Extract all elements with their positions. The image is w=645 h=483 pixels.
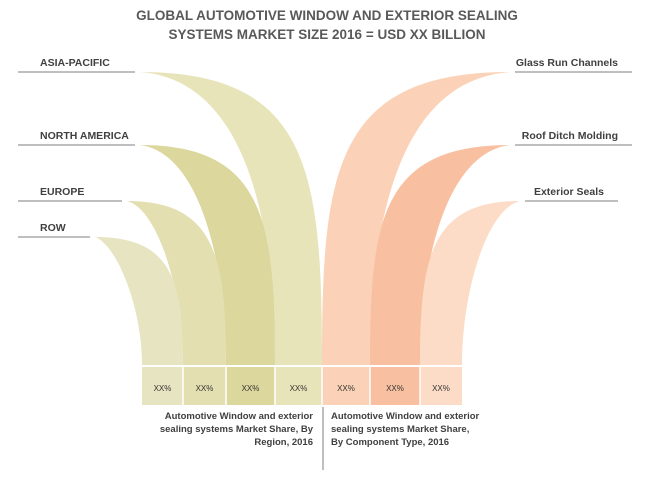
chart-title: GLOBAL AUTOMOTIVE WINDOW AND EXTERIOR SE… bbox=[136, 8, 518, 42]
component-caption-line-1: Automotive Window and exterior bbox=[331, 411, 480, 422]
region-band bbox=[140, 72, 322, 365]
region-label: ROW bbox=[40, 222, 66, 234]
region-value-cell bbox=[226, 367, 275, 405]
region-value-cell bbox=[183, 367, 226, 405]
component-value-cell bbox=[370, 367, 420, 405]
region-value-cell bbox=[275, 367, 322, 405]
region-label: NORTH AMERICA bbox=[40, 130, 129, 142]
region-caption-line-1: Automotive Window and exterior bbox=[165, 411, 314, 422]
region-caption: Automotive Window and exterior sealing s… bbox=[160, 411, 314, 448]
component-caption-line-3: By Component Type, 2016 bbox=[331, 437, 449, 448]
component-value-cell bbox=[322, 367, 370, 405]
component-label: Glass Run Channels bbox=[516, 57, 618, 69]
region-value-label: XX% bbox=[154, 384, 172, 393]
region-caption-line-3: Region, 2016 bbox=[254, 437, 313, 448]
chart-title-line-2: SYSTEMS MARKET SIZE 2016 = USD XX BILLIO… bbox=[169, 27, 486, 42]
chart-labels: ASIA-PACIFIC NORTH AMERICA EUROPE ROW Glass … bbox=[18, 57, 632, 393]
component-value-label: XX% bbox=[337, 384, 355, 393]
region-value-cell bbox=[142, 367, 183, 405]
region-value-label: XX% bbox=[196, 384, 214, 393]
region-caption-line-2: sealing systems Market Share, By bbox=[160, 424, 314, 435]
component-label: Roof Ditch Molding bbox=[522, 130, 618, 142]
component-band bbox=[370, 145, 510, 365]
component-caption: Automotive Window and exterior sealing s… bbox=[331, 411, 480, 448]
component-value-cell bbox=[420, 367, 462, 405]
component-value-label: XX% bbox=[386, 384, 404, 393]
region-label: EUROPE bbox=[40, 186, 84, 198]
region-label: ASIA-PACIFIC bbox=[40, 57, 110, 69]
component-label: Exterior Seals bbox=[534, 186, 604, 198]
component-band bbox=[322, 72, 510, 365]
region-band bbox=[95, 237, 183, 365]
region-band bbox=[127, 201, 226, 365]
component-band bbox=[420, 201, 520, 365]
region-value-label: XX% bbox=[290, 384, 308, 393]
region-value-label: XX% bbox=[242, 384, 260, 393]
component-value-label: XX% bbox=[432, 384, 450, 393]
chart-shapes bbox=[95, 72, 520, 405]
component-caption-line-2: sealing systems Market Share, bbox=[331, 424, 469, 435]
chart-title-line-1: GLOBAL AUTOMOTIVE WINDOW AND EXTERIOR SE… bbox=[136, 8, 518, 23]
region-band bbox=[140, 145, 275, 365]
